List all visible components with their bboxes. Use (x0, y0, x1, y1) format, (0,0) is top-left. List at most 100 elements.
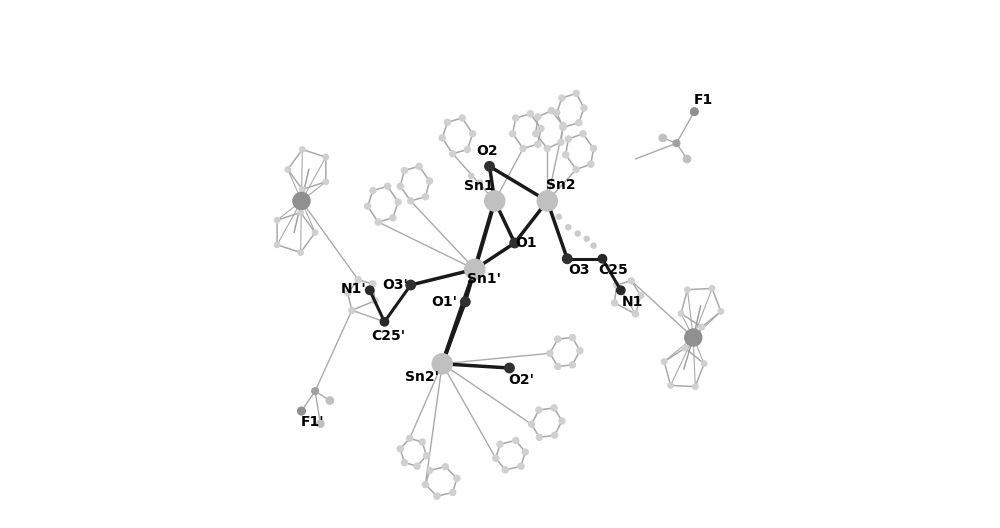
Circle shape (497, 441, 503, 447)
Circle shape (298, 407, 305, 415)
Circle shape (485, 162, 494, 171)
Circle shape (299, 147, 305, 152)
Circle shape (522, 449, 528, 455)
Circle shape (274, 242, 280, 248)
Circle shape (465, 260, 485, 279)
Text: N1: N1 (622, 295, 643, 309)
Circle shape (556, 214, 562, 220)
Text: F1: F1 (694, 93, 713, 107)
Circle shape (397, 446, 403, 452)
Circle shape (563, 152, 569, 158)
Circle shape (709, 286, 715, 291)
Circle shape (422, 482, 429, 488)
Circle shape (414, 463, 420, 469)
Circle shape (692, 384, 698, 390)
Circle shape (685, 329, 702, 346)
Circle shape (668, 382, 673, 388)
Circle shape (683, 155, 691, 163)
Circle shape (617, 286, 625, 295)
Circle shape (598, 254, 607, 263)
Circle shape (538, 191, 557, 211)
Text: Sn1': Sn1' (467, 272, 501, 286)
Text: Sn1: Sn1 (464, 180, 494, 193)
Text: F1': F1' (301, 414, 325, 429)
Circle shape (527, 111, 534, 117)
Circle shape (372, 298, 378, 304)
Circle shape (535, 141, 541, 147)
Circle shape (632, 311, 639, 317)
Circle shape (547, 350, 553, 356)
Circle shape (298, 407, 305, 415)
Circle shape (349, 307, 355, 314)
Circle shape (454, 475, 460, 482)
Circle shape (638, 293, 644, 299)
Circle shape (493, 455, 499, 461)
Circle shape (355, 277, 361, 283)
Circle shape (450, 489, 456, 496)
Circle shape (554, 110, 560, 116)
Text: Sn2': Sn2' (405, 370, 439, 384)
Circle shape (701, 361, 707, 366)
Circle shape (450, 150, 456, 157)
Text: O3': O3' (382, 278, 408, 292)
Circle shape (538, 125, 544, 131)
Circle shape (464, 146, 471, 153)
Text: O2: O2 (476, 144, 498, 157)
Circle shape (590, 145, 597, 152)
Circle shape (613, 282, 620, 288)
Circle shape (406, 280, 415, 290)
Text: O1: O1 (515, 236, 537, 250)
Circle shape (548, 108, 555, 114)
Text: Sn2: Sn2 (546, 178, 575, 192)
Circle shape (560, 124, 566, 130)
Circle shape (502, 467, 508, 473)
Circle shape (551, 405, 557, 411)
Circle shape (588, 161, 594, 167)
Circle shape (401, 167, 408, 174)
Circle shape (518, 463, 524, 469)
Circle shape (659, 134, 667, 142)
Circle shape (416, 163, 422, 169)
Circle shape (323, 179, 329, 185)
Circle shape (323, 154, 329, 160)
Circle shape (470, 130, 476, 137)
Circle shape (390, 214, 396, 221)
Circle shape (611, 300, 618, 306)
Circle shape (718, 309, 724, 314)
Text: O1': O1' (431, 295, 457, 309)
Circle shape (584, 236, 589, 241)
Circle shape (422, 194, 429, 200)
Circle shape (285, 167, 291, 172)
Circle shape (699, 324, 705, 330)
Circle shape (536, 407, 542, 413)
Circle shape (575, 231, 580, 236)
Circle shape (293, 193, 310, 210)
Circle shape (581, 105, 587, 111)
Circle shape (580, 130, 586, 137)
Circle shape (468, 173, 474, 178)
Circle shape (401, 459, 408, 466)
Circle shape (573, 90, 579, 97)
Text: O2': O2' (508, 373, 534, 386)
Circle shape (569, 334, 576, 341)
Circle shape (477, 180, 483, 185)
Circle shape (551, 432, 558, 438)
Circle shape (566, 224, 571, 230)
Circle shape (577, 347, 583, 354)
Circle shape (364, 203, 371, 210)
Circle shape (407, 435, 413, 441)
Circle shape (628, 278, 634, 284)
Circle shape (298, 210, 303, 215)
Circle shape (559, 418, 565, 424)
Circle shape (434, 493, 440, 499)
Circle shape (509, 130, 516, 137)
Circle shape (573, 166, 579, 173)
Circle shape (536, 434, 543, 440)
Circle shape (317, 420, 324, 428)
Circle shape (380, 317, 389, 326)
Text: C25': C25' (372, 329, 406, 344)
Circle shape (520, 145, 526, 152)
Circle shape (298, 250, 303, 256)
Circle shape (485, 191, 504, 211)
Circle shape (408, 198, 414, 204)
